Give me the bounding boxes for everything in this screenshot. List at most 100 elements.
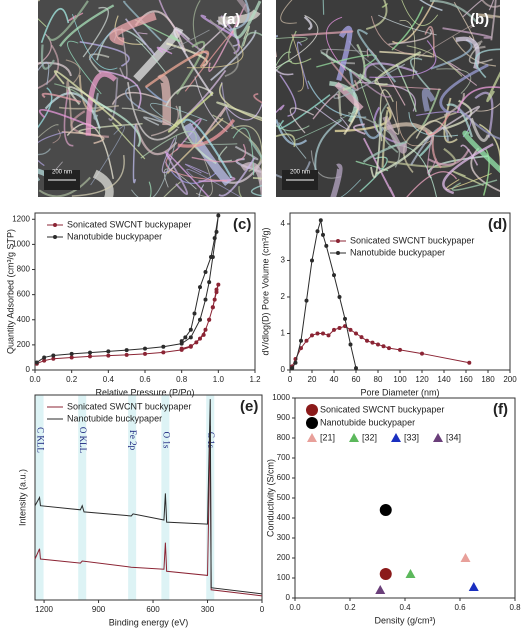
fiber — [38, 124, 59, 139]
fiber — [236, 0, 251, 14]
fiber — [93, 92, 99, 120]
fiber — [334, 81, 364, 111]
fiber — [470, 117, 490, 142]
fiber — [445, 172, 492, 190]
fiber — [40, 44, 56, 70]
fiber — [175, 40, 206, 95]
fiber — [234, 145, 259, 161]
fiber — [157, 74, 172, 126]
marker — [391, 433, 401, 442]
marker — [106, 353, 111, 358]
peak-label: O KLL — [78, 427, 88, 453]
marker — [207, 317, 212, 322]
fiber — [382, 115, 408, 154]
y-tick-label: 1200 — [12, 214, 30, 223]
fiber — [123, 0, 162, 42]
y-tick-label: 300 — [277, 533, 291, 542]
x-axis-title: Binding energy (eV) — [109, 617, 189, 627]
fiber — [127, 81, 179, 141]
fiber — [218, 146, 233, 162]
legend-label: Nanotubide buckypaper — [350, 247, 445, 257]
fiber — [67, 40, 102, 95]
fiber — [46, 0, 89, 42]
marker — [460, 553, 471, 562]
x-axis-title: Pore Diameter (nm) — [360, 387, 439, 397]
fiber — [296, 41, 309, 90]
marker — [433, 433, 443, 442]
fiber — [132, 124, 137, 184]
fiber — [108, 77, 119, 121]
fiber — [423, 105, 480, 141]
x-axis-title: Relative Pressure (P/Po) — [95, 387, 194, 397]
fiber — [148, 181, 152, 197]
fiber — [61, 131, 105, 145]
marker — [398, 347, 402, 352]
legend-label: Nanotubide buckypaper — [320, 417, 415, 427]
fiber — [38, 87, 53, 129]
fiber — [325, 48, 355, 65]
peak-label: Fe 2p — [128, 430, 138, 451]
legend-marker — [336, 239, 340, 243]
x-tick-label: 0 — [260, 605, 265, 614]
fiber — [125, 84, 173, 127]
fiber — [410, 57, 431, 91]
marker — [304, 298, 309, 303]
fiber — [131, 135, 178, 197]
y-axis-title: Quantity Adsorbed (cm³/g STP) — [5, 229, 15, 354]
x-tick-label: 40 — [330, 375, 339, 384]
fiber — [291, 34, 304, 92]
fiber — [208, 3, 247, 73]
marker — [51, 356, 56, 361]
fiber — [198, 105, 228, 143]
marker — [192, 311, 197, 316]
fiber — [278, 94, 331, 130]
sem-texture — [38, 0, 262, 197]
fiber — [439, 63, 489, 115]
fiber — [307, 80, 367, 118]
y-tick-label: 600 — [277, 473, 291, 482]
marker — [365, 338, 369, 343]
y-tick-label: 2 — [281, 292, 286, 301]
marker — [212, 297, 217, 302]
scale-bar-label: 200 nm — [52, 170, 72, 176]
marker — [88, 354, 92, 359]
y-axis-title: Conductivity (S/cm) — [265, 459, 275, 537]
y-axis-title: Intensity (a.u.) — [17, 469, 27, 526]
marker — [332, 273, 336, 278]
fiber — [252, 177, 262, 180]
marker — [194, 340, 199, 345]
marker — [318, 218, 323, 223]
fiber — [92, 169, 114, 197]
marker — [51, 353, 56, 358]
fiber — [351, 71, 392, 98]
fiber — [381, 110, 389, 168]
marker — [324, 243, 329, 248]
fiber — [196, 159, 213, 197]
peak-label: C KLL — [35, 427, 45, 453]
y-tick-label: 400 — [17, 315, 31, 324]
marker — [203, 270, 208, 275]
fiber — [359, 156, 388, 193]
legend-label: Nanotubide buckypaper — [67, 413, 162, 423]
marker — [321, 232, 325, 237]
marker — [198, 336, 202, 341]
x-tick-label: 1.2 — [249, 375, 261, 384]
fiber — [320, 51, 372, 84]
y-tick-label: 200 — [277, 553, 291, 562]
panel-label: (f) — [493, 401, 508, 418]
y-tick-label: 700 — [277, 453, 291, 462]
fiber — [221, 81, 235, 128]
fiber — [165, 153, 189, 195]
y-tick-label: 1000 — [272, 393, 290, 402]
x-axis-title: Density (g/cm³) — [374, 615, 435, 625]
fiber — [357, 29, 397, 83]
fiber — [280, 0, 297, 24]
marker — [370, 340, 375, 345]
fiber — [167, 29, 210, 51]
fiber — [71, 14, 118, 70]
legend-label: [33] — [404, 432, 419, 442]
fiber — [38, 131, 65, 167]
marker — [143, 346, 147, 351]
marker — [343, 316, 347, 321]
marker — [198, 285, 202, 290]
